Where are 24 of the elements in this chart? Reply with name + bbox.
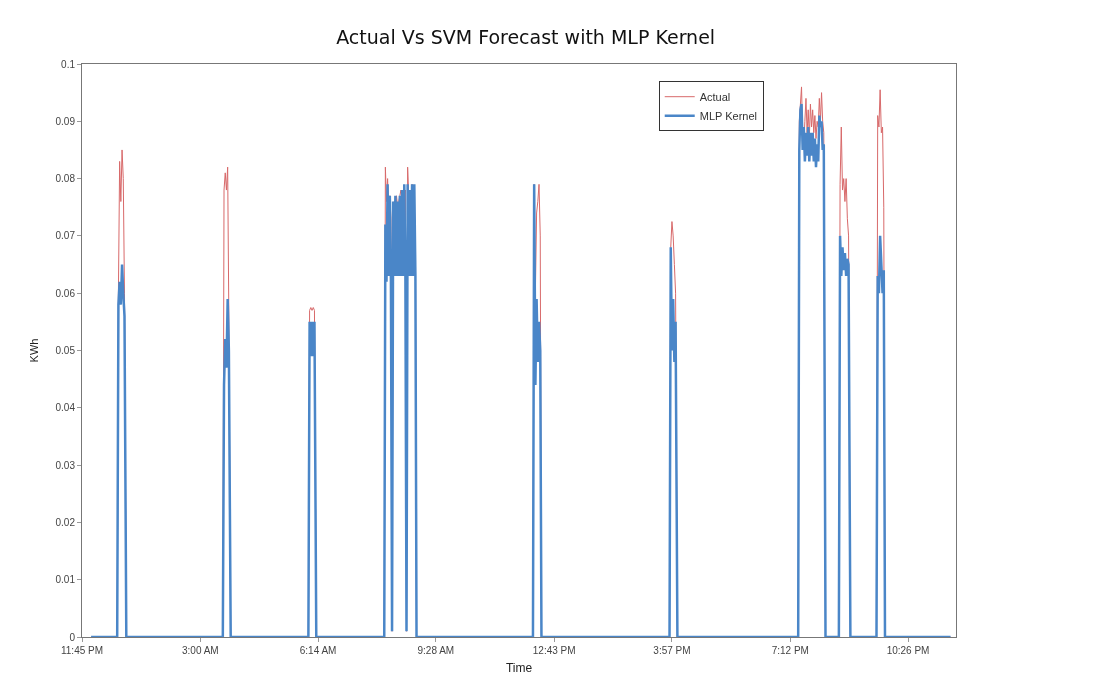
x-tick-label: 7:12 PM: [771, 645, 809, 656]
legend-label: MLP Kernel: [699, 109, 757, 122]
x-tick-label: 3:00 AM: [182, 645, 219, 656]
legend-label: Actual: [699, 90, 731, 103]
y-tick-label: 0.02: [55, 516, 76, 528]
y-tick-label: 0.05: [55, 345, 76, 356]
y-tick-label: 0.03: [55, 459, 76, 471]
y-tick-label: 0.07: [55, 230, 76, 242]
x-tick-label: 9:28 AM: [417, 645, 455, 656]
y-tick-label: 0.1: [61, 58, 76, 70]
y-tick-label: 0.04: [55, 402, 76, 414]
x-axis-title: Time: [505, 660, 533, 675]
chart-title: Actual Vs SVM Forecast with MLP Kernel: [336, 26, 716, 49]
y-tick-label: 0.09: [55, 115, 76, 127]
y-tick-label: 0: [69, 631, 76, 643]
x-tick-label: 10:26 PM: [886, 645, 930, 656]
y-tick-label: 0.08: [55, 173, 76, 185]
x-tick-label: 11:45 PM: [60, 645, 104, 656]
y-tick-label: 0.01: [55, 574, 76, 586]
x-tick-label: 6:14 AM: [299, 645, 337, 656]
x-tick-label: 3:57 PM: [653, 645, 691, 656]
y-tick-label: 0.06: [55, 287, 76, 299]
y-axis-title: KWh: [28, 338, 41, 363]
x-tick-label: 12:43 PM: [532, 645, 576, 656]
